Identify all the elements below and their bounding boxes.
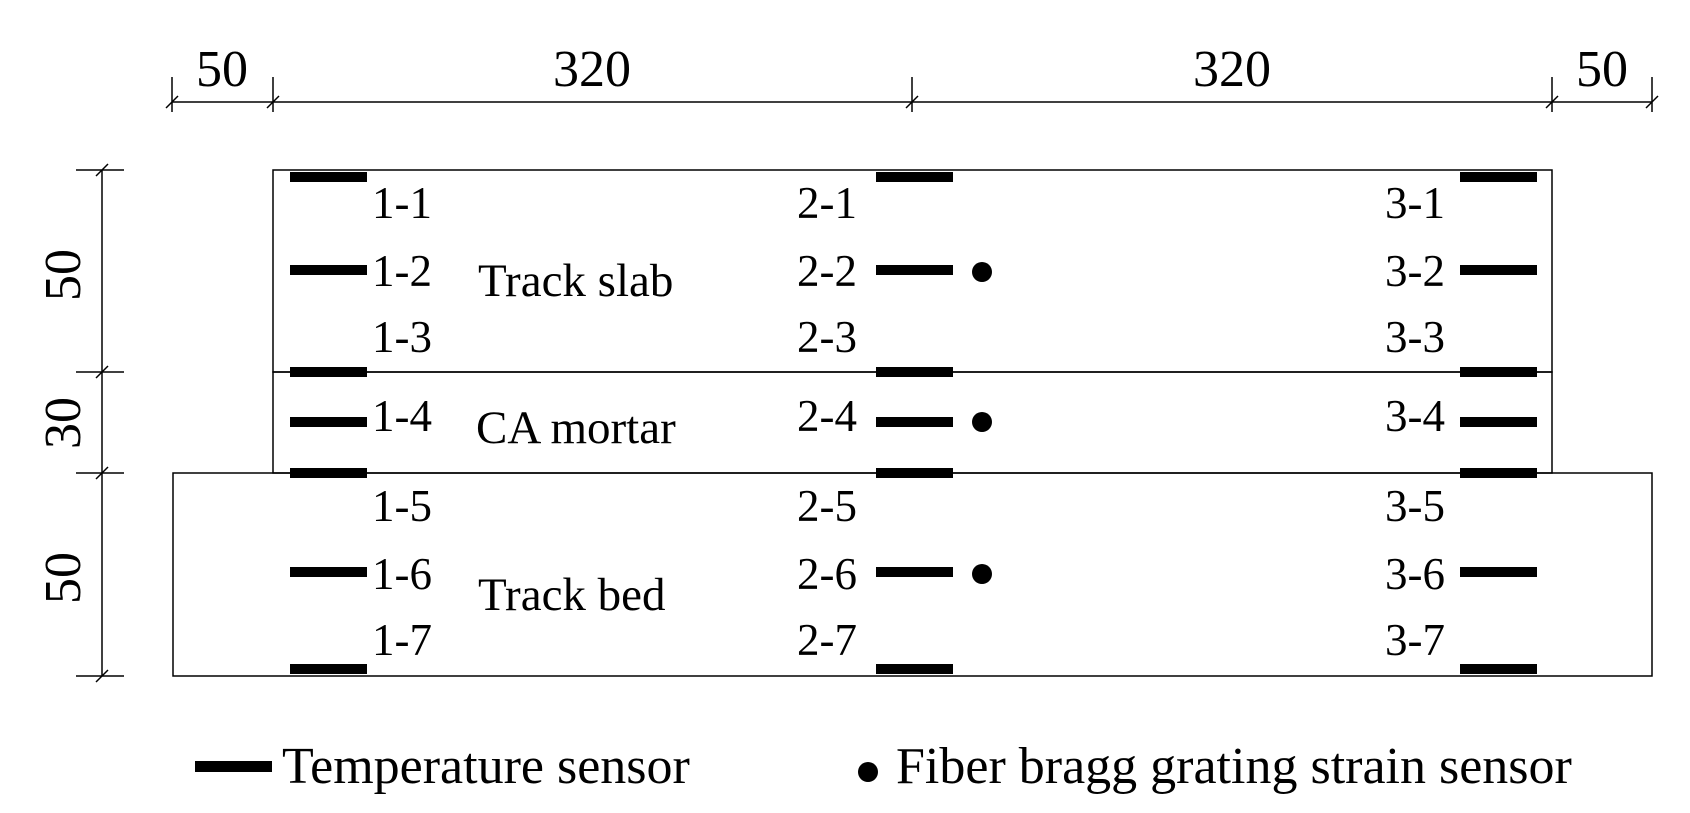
dim-top-2: 320 <box>553 41 631 98</box>
sensor-label-2-1: 2-1 <box>797 178 857 228</box>
left-dimension: 50 30 50 <box>35 163 124 683</box>
sensor-label-2-5: 2-5 <box>797 481 857 531</box>
temperature-sensor-1-7 <box>290 664 367 674</box>
legend-strain-icon <box>858 762 878 782</box>
sensor-label-1-7: 1-7 <box>372 615 432 665</box>
temperature-sensor-1-6 <box>290 567 367 577</box>
sensor-label-1-1: 1-1 <box>372 178 432 228</box>
temperature-sensor-1-4 <box>290 417 367 427</box>
temperature-sensor-1-2 <box>290 265 367 275</box>
sensor-label-1-4: 1-4 <box>372 391 432 441</box>
sensor-label-2-7: 2-7 <box>797 615 857 665</box>
sensor-label-3-5: 3-5 <box>1385 481 1445 531</box>
temperature-sensor-3-2 <box>1460 265 1537 275</box>
temperature-sensor-2-5 <box>876 468 953 478</box>
legend-strain-label: Fiber bragg grating strain sensor <box>896 738 1572 795</box>
sensor-label-2-6: 2-6 <box>797 549 857 599</box>
temperature-sensor-3-5 <box>1460 468 1537 478</box>
layer-label-track-slab: Track slab <box>478 255 673 307</box>
temperature-sensor-3-4 <box>1460 417 1537 427</box>
dim-left-2: 30 <box>35 397 92 449</box>
sensor-label-3-2: 3-2 <box>1385 246 1445 296</box>
temperature-sensor-3-3 <box>1460 367 1537 377</box>
sensor-column-3 <box>1460 172 1537 674</box>
layer-label-ca-mortar: CA mortar <box>476 402 676 454</box>
sensor-column-1 <box>290 172 367 674</box>
temperature-sensor-1-3 <box>290 367 367 377</box>
sensor-label-3-4: 3-4 <box>1385 391 1445 441</box>
sensor-label-3-1: 3-1 <box>1385 178 1445 228</box>
dim-left-1: 50 <box>35 249 92 301</box>
temperature-sensor-2-3 <box>876 367 953 377</box>
sensor-label-3-3: 3-3 <box>1385 312 1445 362</box>
sensor-label-1-2: 1-2 <box>372 246 432 296</box>
temperature-sensor-3-1 <box>1460 172 1537 182</box>
temperature-sensor-3-6 <box>1460 567 1537 577</box>
temperature-sensor-2-2 <box>876 265 953 275</box>
sensor-label-3-7: 3-7 <box>1385 615 1445 665</box>
strain-sensor-mortar <box>972 412 992 432</box>
dim-top-3: 320 <box>1193 41 1271 98</box>
strain-sensor-slab <box>972 262 992 282</box>
temperature-sensor-2-7 <box>876 664 953 674</box>
legend-temperature-label: Temperature sensor <box>282 738 690 795</box>
legend: Temperature sensor Fiber bragg grating s… <box>195 738 1572 795</box>
temperature-sensor-1-1 <box>290 172 367 182</box>
layer-label-track-bed: Track bed <box>478 569 666 621</box>
legend-temperature-icon <box>195 761 272 772</box>
sensor-label-2-2: 2-2 <box>797 246 857 296</box>
temperature-sensor-2-1 <box>876 172 953 182</box>
temperature-sensor-1-5 <box>290 468 367 478</box>
sensor-column-2 <box>876 172 953 674</box>
top-dimension: 50 320 320 50 <box>165 41 1659 112</box>
sensor-label-2-4: 2-4 <box>797 391 857 441</box>
sensor-label-1-3: 1-3 <box>372 312 432 362</box>
sensor-label-1-5: 1-5 <box>372 481 432 531</box>
sensor-label-3-6: 3-6 <box>1385 549 1445 599</box>
dim-top-4: 50 <box>1576 41 1628 98</box>
temperature-sensor-2-6 <box>876 567 953 577</box>
dim-left-3: 50 <box>35 552 92 604</box>
temperature-sensor-2-4 <box>876 417 953 427</box>
temperature-sensor-3-7 <box>1460 664 1537 674</box>
strain-sensor-bed <box>972 564 992 584</box>
dim-top-1: 50 <box>196 41 248 98</box>
sensor-label-1-6: 1-6 <box>372 549 432 599</box>
sensor-label-2-3: 2-3 <box>797 312 857 362</box>
